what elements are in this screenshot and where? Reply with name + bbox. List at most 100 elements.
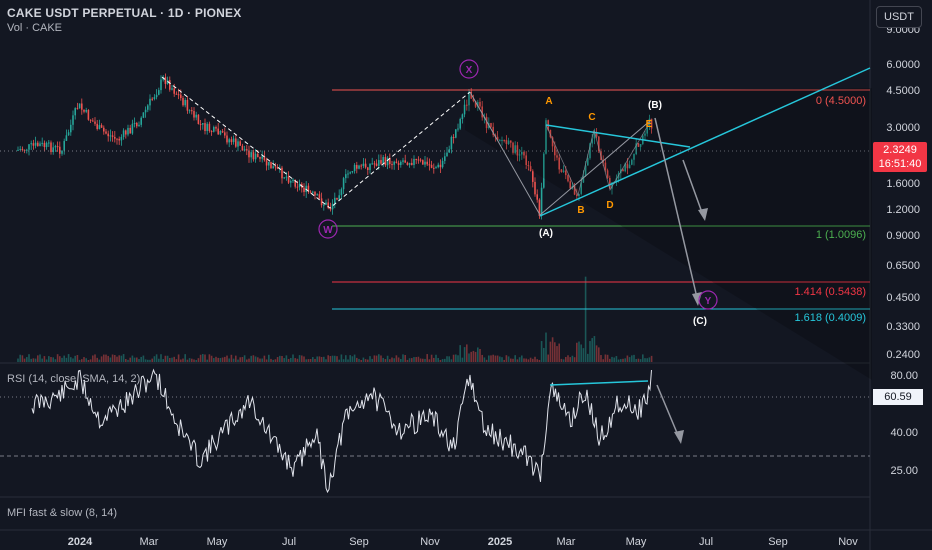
volume-bar	[516, 359, 519, 362]
volume-bar	[248, 358, 250, 362]
mfi-legend[interactable]: MFI fast & slow (8, 14)	[7, 507, 118, 519]
projection-arrow-1[interactable]	[682, 159, 705, 219]
volume-bar	[367, 359, 369, 362]
volume-bar	[50, 357, 52, 362]
volume-bar	[331, 355, 334, 362]
volume-bar	[356, 357, 358, 362]
volume-bar	[307, 359, 310, 362]
volume-bar	[593, 336, 596, 362]
currency-button[interactable]: USDT	[876, 6, 922, 28]
volume-bar	[287, 358, 290, 362]
volume-bar	[320, 356, 323, 362]
wave-y-marker[interactable]	[698, 290, 718, 310]
volume-bar	[323, 356, 325, 362]
volume-bar	[105, 354, 107, 362]
volume-bar	[358, 358, 360, 362]
volume-bar	[395, 355, 398, 362]
wxy-wave-path[interactable]	[161, 76, 471, 209]
volume-bar	[109, 357, 112, 362]
rsi-line[interactable]	[31, 368, 652, 494]
candle-body	[437, 164, 439, 168]
candle-body	[461, 114, 464, 120]
wave-w-marker[interactable]	[318, 219, 338, 239]
volume-bar	[87, 359, 90, 362]
symbol-title[interactable]: CAKE USDT PERPETUAL · 1D · PIONEX	[7, 6, 242, 20]
volume-bar	[272, 359, 274, 362]
candle-body	[30, 143, 32, 145]
volume-bar	[261, 358, 263, 362]
time-axis[interactable]: 2024 Mar May Jul Sep Nov 2025 Mar May Ju…	[68, 536, 859, 548]
volume-bar	[580, 344, 582, 362]
volume-bar	[281, 356, 283, 362]
volume-bar	[650, 355, 653, 362]
candle-body	[320, 198, 323, 206]
volume-bar	[499, 356, 501, 362]
candle-body	[505, 140, 508, 144]
candle-body	[342, 178, 345, 190]
wave-x-marker[interactable]	[459, 59, 479, 79]
candle-body	[536, 194, 538, 200]
svg-text:0.6500: 0.6500	[886, 260, 920, 272]
candle-body	[345, 174, 347, 179]
candle-body	[316, 194, 318, 196]
volume-bar	[162, 359, 164, 362]
volume-bar	[72, 358, 74, 362]
volume-bar	[648, 357, 651, 362]
candle-body	[380, 160, 382, 164]
rsi-projection-arrow[interactable]	[656, 384, 681, 441]
triangle-lower-line[interactable]	[539, 67, 871, 217]
volume-bar	[81, 359, 83, 362]
candle-body	[510, 140, 512, 143]
rsi-divergence-line[interactable]	[549, 380, 649, 386]
volume-bar	[424, 358, 426, 362]
candle-body	[292, 179, 294, 182]
volume-bar	[441, 359, 444, 362]
triangle-internal-path	[545, 121, 651, 197]
candle-body	[325, 202, 327, 205]
candle-body	[175, 93, 178, 95]
volume-bar	[116, 356, 118, 362]
projection-line-c[interactable]	[654, 117, 699, 303]
ab-wave-path[interactable]	[469, 91, 652, 216]
volume-bar	[540, 341, 543, 362]
svg-text:1.2000: 1.2000	[886, 204, 920, 216]
volume-bar	[490, 355, 492, 362]
candle-body	[538, 199, 541, 216]
candle-body	[72, 115, 74, 125]
candle-body	[450, 137, 453, 150]
volume-bar	[283, 358, 285, 362]
candle-body	[474, 101, 477, 107]
candle-body	[107, 133, 109, 137]
svg-text:0.3300: 0.3300	[886, 321, 920, 333]
volume-bar	[556, 346, 558, 362]
triangle-upper-line[interactable]	[545, 124, 691, 148]
candle-body	[558, 157, 560, 170]
candle-body	[254, 153, 257, 160]
candle-body	[472, 98, 475, 102]
rsi-axis[interactable]: 80.00 40.00 25.00	[890, 370, 918, 477]
volume-bar	[208, 354, 211, 362]
volume-bar	[37, 355, 39, 362]
candle-body	[202, 123, 204, 125]
volume-bar	[639, 359, 642, 362]
volume-bar	[65, 357, 68, 362]
candle-body	[114, 136, 116, 139]
candle-body	[455, 129, 457, 138]
candle-body	[415, 158, 417, 160]
volume-bar	[474, 351, 477, 362]
candle-body	[215, 127, 217, 129]
volume-legend[interactable]: Vol · CAKE	[7, 22, 63, 34]
svg-text:0.9000: 0.9000	[886, 230, 920, 242]
volume-bar	[21, 355, 24, 362]
volume-bar	[318, 356, 321, 362]
candle-body	[259, 156, 261, 159]
candle-body	[435, 167, 437, 169]
candle-body	[76, 108, 79, 110]
volume-bar	[439, 359, 442, 362]
candle-body	[131, 123, 134, 134]
candle-body	[285, 176, 288, 178]
volume-bar	[538, 359, 541, 362]
rsi-legend[interactable]: RSI (14, close, SMA, 14, 2)	[7, 373, 141, 385]
candle-body	[96, 123, 98, 129]
